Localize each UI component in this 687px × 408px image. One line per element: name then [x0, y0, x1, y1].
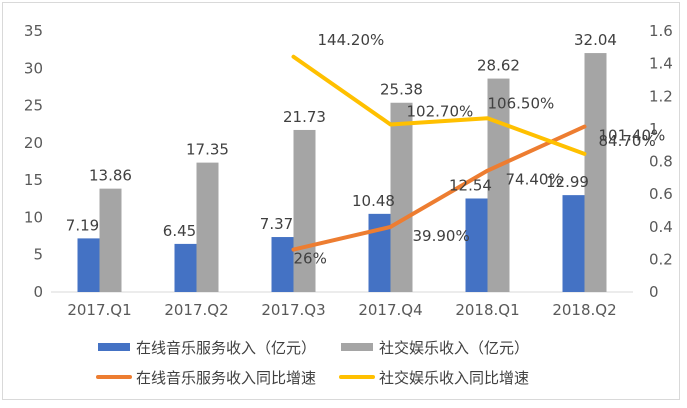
y-left-tick-label: 5 — [33, 246, 43, 264]
bar-data-label: 6.45 — [163, 222, 196, 240]
chart-frame: 0 5 10 15 20 25 30 35 0 0.2 0.4 0.6 0.8 1 1.2 1.4 1.6 201… — [2, 2, 680, 400]
y-right-tick-label: 1.6 — [649, 22, 673, 40]
y-left-tick-label: 15 — [24, 171, 43, 189]
bar — [390, 102, 413, 292]
legend-label: 在线音乐服务收入同比增速 — [136, 369, 316, 387]
y-right-tick-label: 0.6 — [649, 185, 673, 203]
bars — [77, 53, 607, 292]
legend-swatch-bar — [341, 343, 373, 351]
bar-data-label: 7.19 — [66, 216, 99, 234]
y-right-tick-label: 0.8 — [649, 153, 673, 171]
line-data-label: 144.20% — [318, 31, 385, 49]
legend-label: 社交娱乐收入（亿元） — [379, 339, 529, 357]
y-right-tick-label: 1.4 — [649, 55, 673, 73]
bar-data-label: 28.62 — [477, 57, 520, 75]
bar-data-label: 17.35 — [186, 141, 229, 159]
bar — [465, 198, 488, 292]
series-line — [291, 54, 587, 156]
bar — [77, 238, 100, 292]
line-data-label: 74.40% — [506, 171, 563, 189]
x-tick-label: 2017.Q2 — [164, 301, 228, 319]
line-data-label: 101.40% — [599, 127, 666, 145]
y-right-tick-label: 1.2 — [649, 87, 673, 105]
y-left-tick-label: 30 — [24, 59, 43, 77]
legend: 在线音乐服务收入（亿元） 社交娱乐收入（亿元） 在线音乐服务收入同比增速 社交娱乐收入… — [96, 339, 529, 387]
lines — [291, 54, 587, 252]
y-right-tick-label: 1 — [649, 120, 659, 138]
x-tick-label: 2017.Q3 — [261, 301, 325, 319]
bar — [293, 129, 316, 292]
line-data-label: 39.90% — [413, 227, 470, 245]
x-tick-label: 2018.Q2 — [552, 301, 616, 319]
bar — [562, 195, 585, 292]
bar-data-label: 7.37 — [260, 215, 293, 233]
bar-data-label: 21.73 — [283, 108, 326, 126]
y-left-tick-label: 25 — [24, 97, 43, 115]
bar — [99, 188, 122, 292]
line-data-label: 84.70% — [599, 132, 656, 150]
axes: 0 5 10 15 20 25 30 35 0 0.2 0.4 0.6 0.8 1 1.2 1.4 1.6 201… — [24, 22, 673, 319]
y-left-tick-label: 10 — [24, 208, 43, 226]
bar-data-label: 13.86 — [89, 167, 132, 185]
y-right-tick-label: 0.4 — [649, 218, 673, 236]
y-left-tick-label: 20 — [24, 134, 43, 152]
y-right-tick-label: 0.2 — [649, 250, 673, 268]
combo-chart: 0 5 10 15 20 25 30 35 0 0.2 0.4 0.6 0.8 1 1.2 1.4 1.6 201… — [24, 22, 673, 387]
legend-label: 社交娱乐收入同比增速 — [379, 369, 529, 387]
bar — [584, 53, 607, 292]
legend-label: 在线音乐服务收入（亿元） — [136, 339, 316, 357]
line-data-label: 26% — [294, 250, 327, 268]
series-line — [291, 124, 587, 252]
data-labels: 7.19 6.45 7.37 10.48 12.54 12.99 13.86 17.35 21.… — [66, 31, 665, 268]
y-left-tick-label: 35 — [24, 22, 43, 40]
bar-data-label: 25.38 — [380, 81, 423, 99]
x-tick-label: 2017.Q4 — [358, 301, 422, 319]
bar — [271, 237, 294, 292]
bar — [174, 243, 197, 292]
line-data-label: 106.50% — [488, 94, 555, 112]
x-tick-label: 2017.Q1 — [67, 301, 131, 319]
y-right-tick-label: 0 — [649, 283, 659, 301]
line-data-label: 102.70% — [407, 102, 474, 120]
x-tick-label: 2018.Q1 — [455, 301, 519, 319]
y-left-tick-label: 0 — [33, 283, 43, 301]
bar-data-label: 10.48 — [352, 192, 395, 210]
bar — [368, 213, 391, 292]
bar-data-label: 12.54 — [449, 176, 492, 194]
bar — [196, 162, 219, 292]
bar — [487, 78, 510, 292]
legend-swatch-bar — [98, 343, 130, 351]
bar-data-label: 32.04 — [574, 31, 617, 49]
bar-data-label: 12.99 — [546, 173, 589, 191]
